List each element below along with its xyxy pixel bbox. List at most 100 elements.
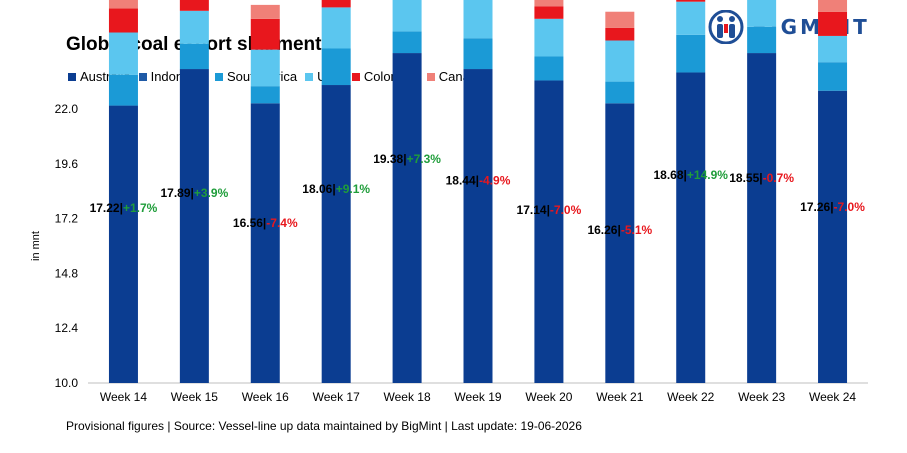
data-label-total: 18.55: [729, 171, 759, 185]
data-label-total: 18.06: [302, 182, 332, 196]
data-label-separator: |: [830, 200, 833, 214]
bar-segment-canada: [818, 0, 848, 12]
bar-segment-usa: [534, 18, 564, 57]
bigmint-logo-icon: [708, 10, 744, 44]
data-label: 18.06|+9.1%: [302, 182, 370, 196]
stacked-bar-chart: 10.0 12.4 14.8 17.2 19.6 22.0 in mnt Week 14 17.…: [30, 0, 868, 404]
bar-segment-usa: [321, 7, 351, 49]
bar-segment-south-africa: [108, 74, 138, 106]
y-tick-label: 12.4: [55, 321, 79, 335]
x-tick-label: Week 24: [809, 390, 856, 404]
legend-swatch: [426, 72, 435, 81]
x-tick-label: Week 17: [313, 390, 360, 404]
bar-segment-colombia: [818, 11, 848, 36]
bar-segment-usa: [179, 10, 209, 44]
data-label: 17.89|+3.9%: [160, 186, 228, 200]
x-tick-label: Week 15: [171, 390, 218, 404]
y-tick-label: 14.8: [55, 266, 79, 280]
data-label: 18.68|+14.9%: [654, 168, 729, 182]
data-label-separator: |: [684, 168, 687, 182]
legend-swatch: [138, 72, 147, 81]
data-label-separator: |: [332, 182, 335, 196]
bar-segment-canada: [534, 0, 564, 7]
bar-segment-usa: [676, 1, 706, 35]
x-tick-label: Week 14: [100, 390, 147, 404]
bar-segment-canada: [108, 0, 138, 9]
data-label-separator: |: [759, 171, 762, 185]
data-label-total: 17.89: [160, 186, 190, 200]
data-label-total: 16.26: [587, 223, 617, 237]
x-tick-label: Week 19: [454, 390, 501, 404]
y-axis-label: in mnt: [30, 231, 42, 261]
legend-swatch: [68, 72, 76, 81]
data-label-change: -7.0%: [834, 200, 866, 214]
data-label-change: -5.1%: [621, 223, 653, 237]
bar-segment-colombia: [250, 18, 280, 50]
bar-segment-colombia: [605, 27, 635, 41]
legend-swatch: [214, 72, 223, 81]
bar-segment-colombia: [676, 0, 706, 2]
x-tick-label: Week 21: [596, 390, 643, 404]
bar-segment-australia: [747, 53, 777, 383]
data-label-total: 16.56: [233, 216, 263, 230]
data-label: 16.56|-7.4%: [233, 216, 298, 230]
data-label-change: -0.7%: [763, 171, 795, 185]
bar-segment-south-africa: [321, 48, 351, 86]
data-label: 16.26|-5.1%: [587, 223, 652, 237]
data-label-separator: |: [120, 201, 123, 215]
bar-segment-usa: [108, 32, 138, 75]
data-label: 17.14|-7.0%: [517, 203, 582, 217]
y-tick-label: 10.0: [55, 376, 79, 390]
y-tick-label: 22.0: [55, 102, 79, 116]
x-tick-label: Week 18: [384, 390, 431, 404]
data-label-total: 17.22: [90, 201, 120, 215]
data-label: 18.55|-0.7%: [729, 171, 794, 185]
data-label: 19.38|+7.3%: [373, 152, 441, 166]
data-label: 17.26|-7.0%: [800, 200, 865, 214]
data-label: 18.44|-4.9%: [446, 173, 511, 187]
bar-segment-colombia: [321, 0, 351, 8]
data-label-change: +14.9%: [687, 168, 728, 182]
bar-segment-south-africa: [392, 31, 422, 54]
bar-segment-usa: [250, 49, 280, 87]
bar-segment-usa: [463, 0, 493, 39]
data-label-change: +7.3%: [407, 152, 442, 166]
bar-segment-south-africa: [676, 34, 706, 73]
data-label-separator: |: [547, 203, 550, 217]
x-tick-label: Week 22: [667, 390, 714, 404]
data-label-separator: |: [403, 152, 406, 166]
bar-segment-canada: [250, 4, 280, 19]
bar-segment-australia: [108, 105, 138, 383]
bar-segment-australia: [392, 53, 422, 383]
bar-segment-colombia: [534, 6, 564, 19]
bar-segment-australia: [676, 72, 706, 383]
bar-segment-south-africa: [818, 62, 848, 91]
bar-segment-south-africa: [179, 43, 209, 70]
bar-segment-australia: [463, 69, 493, 384]
bar-segment-australia: [605, 103, 635, 384]
data-label-separator: |: [191, 186, 194, 200]
bar-segment-south-africa: [605, 81, 635, 104]
bar-segment-usa: [392, 0, 422, 32]
data-label-total: 18.44: [446, 173, 476, 187]
bar-segment-usa: [818, 35, 848, 63]
data-label: 17.22|+1.7%: [90, 201, 158, 215]
data-label-change: +1.7%: [123, 201, 158, 215]
bar-segment-south-africa: [250, 86, 280, 104]
bar-segment-australia: [818, 90, 848, 383]
data-label-change: +9.1%: [336, 182, 371, 196]
bar-segment-usa: [605, 40, 635, 82]
bar-segment-australia: [534, 80, 564, 383]
data-label-total: 19.38: [373, 152, 403, 166]
bar-segment-australia: [179, 69, 209, 384]
bar-segment-south-africa: [534, 56, 564, 81]
data-label-change: -4.9%: [479, 173, 511, 187]
y-tick-label: 19.6: [55, 157, 79, 171]
data-label-separator: |: [476, 173, 479, 187]
bar-segment-usa: [747, 0, 777, 27]
y-tick-label: 17.2: [55, 212, 79, 226]
data-label-separator: |: [617, 223, 620, 237]
data-label-change: -7.0%: [550, 203, 582, 217]
data-label-change: -7.4%: [266, 216, 298, 230]
bar-segment-australia: [321, 85, 351, 384]
